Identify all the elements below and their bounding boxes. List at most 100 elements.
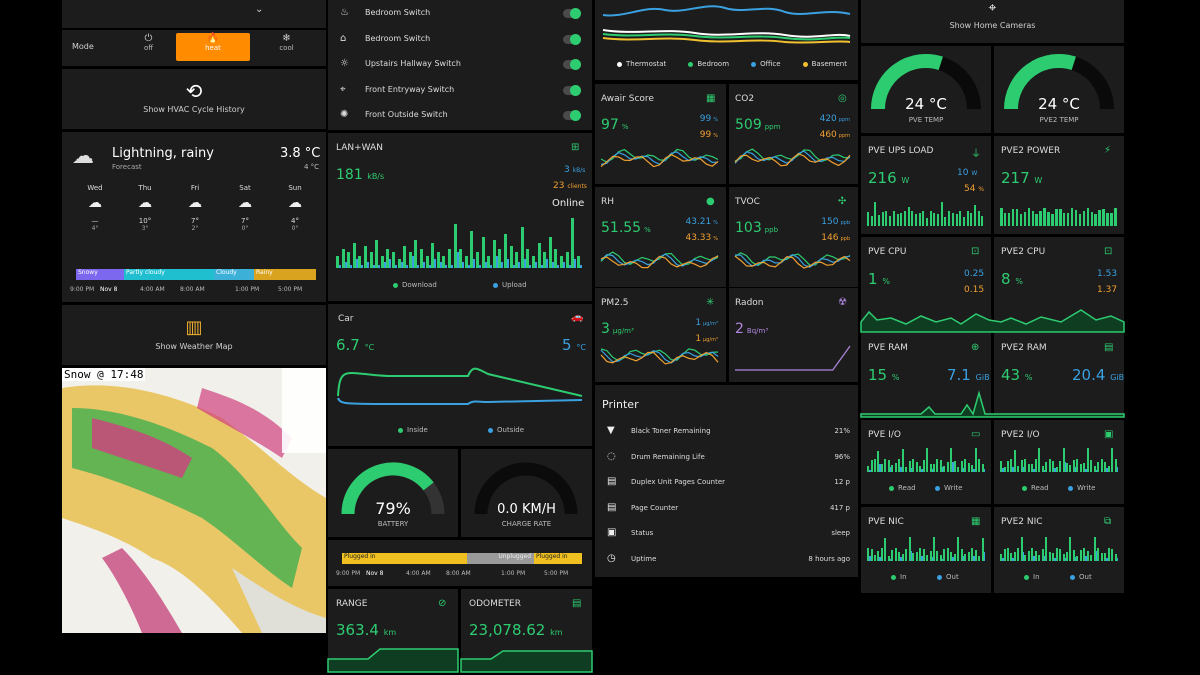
day-high: 4° xyxy=(291,217,299,225)
chart-bar xyxy=(1041,549,1044,561)
chart-bar xyxy=(1059,208,1062,226)
chart-bar xyxy=(1100,458,1103,472)
ram-value-wrap: 15 % xyxy=(868,366,899,384)
upload-bar xyxy=(361,264,364,268)
download-bar xyxy=(526,249,530,268)
air-value-unit: % xyxy=(621,123,629,131)
day-name: Sun xyxy=(288,184,302,192)
document-icon: ▤ xyxy=(607,501,617,513)
ups-u1: W xyxy=(971,170,978,177)
switch-row[interactable]: ☼ Upstairs Hallway Switch xyxy=(328,55,592,77)
car-outside-temp: 5 °C xyxy=(562,336,586,354)
chart-bar xyxy=(1038,448,1041,472)
mode-heat-button[interactable]: 🔥 heat xyxy=(176,33,250,61)
upload-bar xyxy=(479,264,481,268)
air-v1-unit: ppb xyxy=(840,220,850,226)
chart-bar-secondary xyxy=(1043,469,1046,472)
legend-inside: Inside xyxy=(398,426,428,434)
switch-row[interactable]: ⌂ Bedroom Switch xyxy=(328,30,592,52)
chart-bar xyxy=(962,216,965,226)
lightning-icon: ⚡ xyxy=(1104,145,1112,156)
download-bar xyxy=(403,246,407,268)
chart-bar xyxy=(873,554,876,561)
toggle-switch[interactable] xyxy=(563,59,581,70)
home-cameras-button[interactable]: ⌖ Show Home Cameras xyxy=(861,0,1124,43)
air-title: TVOC xyxy=(735,197,760,207)
chart-bar xyxy=(1114,459,1117,472)
chart-bar-secondary xyxy=(1074,556,1077,561)
radar-map[interactable]: Snow @ 17:48 xyxy=(62,368,326,633)
printer-row-label: Black Toner Remaining xyxy=(631,427,711,435)
io2-chart xyxy=(1000,448,1118,472)
chart-bar xyxy=(1065,462,1068,472)
legend-item: Thermostat xyxy=(617,60,666,70)
time-label: 8:00 AM xyxy=(446,570,471,577)
chart-bar xyxy=(1074,210,1078,226)
pve-ram-card: PVE RAM ⊕ 15 % 7.1 GiB xyxy=(861,333,991,417)
air-chart xyxy=(600,251,719,269)
toggle-switch[interactable] xyxy=(563,8,581,19)
io-read-label: Read xyxy=(898,484,916,492)
toggle-switch[interactable] xyxy=(563,110,581,121)
fan-card[interactable]: ⌄ xyxy=(62,0,326,28)
chart-bar xyxy=(1027,550,1030,561)
air-v2: 460 ppm xyxy=(820,130,850,140)
weather-map-button[interactable]: ▥ Show Weather Map xyxy=(62,305,326,365)
cloud-icon: ☁ xyxy=(188,195,202,211)
grid-icon: ▦ xyxy=(706,93,716,104)
air-value-unit: ppm xyxy=(764,123,781,131)
home-cameras-label: Show Home Cameras xyxy=(949,21,1036,30)
switch-row[interactable]: ⌖ Front Entryway Switch xyxy=(328,81,592,103)
download-bar xyxy=(408,252,412,268)
mode-off-button[interactable]: ⏻ off xyxy=(117,33,180,61)
plug-timeline: Plugged in Unplugged Plugged in xyxy=(342,553,582,564)
toggle-switch[interactable] xyxy=(563,84,581,96)
chevron-down-icon[interactable]: ⌄ xyxy=(255,4,264,15)
upload-bar xyxy=(434,258,437,268)
switch-row[interactable]: ✺ Front Outside Switch xyxy=(328,106,592,128)
time-label: Nov 8 xyxy=(366,570,384,577)
memory-icon: ⊕ xyxy=(971,342,980,353)
mode-cool-label: cool xyxy=(279,44,294,52)
upload-bar xyxy=(563,261,565,268)
clock-icon: ◷ xyxy=(607,552,616,564)
cloud-icon: ☁ xyxy=(138,195,152,211)
network-card: LAN+WAN ⊞ 181 kB/s 3 kB/s 23 clients Onl… xyxy=(328,133,592,301)
io2-write-label: Write xyxy=(1077,484,1096,492)
upload-bar xyxy=(451,264,453,268)
download-bar xyxy=(543,252,547,268)
air-title: Awair Score xyxy=(601,94,654,104)
toggle-switch[interactable] xyxy=(563,33,581,45)
download-bar xyxy=(453,224,457,268)
hvac-history-button[interactable]: ⟲ Show HVAC Cycle History xyxy=(62,69,326,129)
chart-bar xyxy=(922,460,925,472)
chart-bar xyxy=(1072,459,1075,472)
legend-item: Basement xyxy=(802,60,847,70)
air-value-unit: µg/m³ xyxy=(612,327,634,335)
upload-bar xyxy=(428,264,431,268)
ram-value: 15 xyxy=(868,366,888,384)
chart-bar xyxy=(867,548,869,561)
mode-cool-button[interactable]: ❄ cool xyxy=(255,33,318,61)
air-value-number: 509 xyxy=(735,117,762,133)
chart-bar xyxy=(878,214,881,226)
weather-card[interactable]: ☁ Lightning, rainy Forecast 3.8 °C 4 °C … xyxy=(62,132,326,302)
snowflake-icon: ❄ xyxy=(282,33,291,44)
upload-bar xyxy=(344,261,347,268)
hvac-mode-card: Mode ⏻ off 🔥 heat ❄ cool xyxy=(62,30,326,66)
chart-bar xyxy=(937,213,940,226)
air-value: 97% xyxy=(601,117,628,133)
air-v2-unit: ppb xyxy=(840,236,850,242)
switch-row[interactable]: ♨ Bedroom Switch xyxy=(328,4,592,26)
chart-bar xyxy=(905,467,908,472)
download-bar xyxy=(576,255,580,268)
chart-bar xyxy=(932,463,935,472)
time-label: 9:00 PM xyxy=(70,286,95,293)
pve2-temp-value: 24 °C xyxy=(1038,95,1080,113)
chart-bar xyxy=(914,213,917,226)
chart-bar xyxy=(967,462,970,472)
chart-bar xyxy=(1083,463,1086,472)
odometer-value: 23,078.62 xyxy=(469,621,546,639)
cpu2-title: PVE2 CPU xyxy=(1001,247,1046,257)
chart-bar xyxy=(929,463,932,472)
